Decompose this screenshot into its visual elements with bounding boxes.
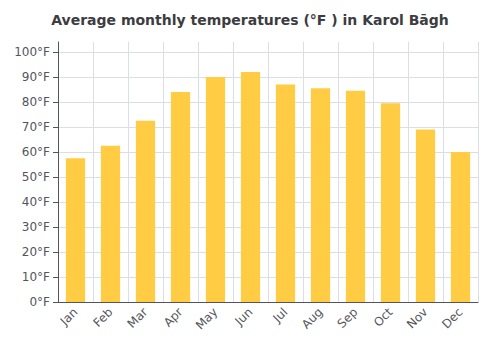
svg-text:Jan: Jan — [57, 305, 81, 329]
svg-text:80°F: 80°F — [22, 95, 50, 109]
svg-text:Sep: Sep — [335, 305, 361, 331]
svg-text:Jul: Jul — [270, 305, 291, 326]
svg-text:10°F: 10°F — [22, 270, 50, 284]
svg-text:Mar: Mar — [125, 305, 151, 331]
svg-text:Apr: Apr — [161, 305, 186, 330]
svg-text:40°F: 40°F — [22, 195, 50, 209]
svg-text:20°F: 20°F — [22, 245, 50, 259]
svg-text:Jun: Jun — [232, 305, 256, 329]
svg-text:Dec: Dec — [439, 305, 465, 331]
svg-text:100°F: 100°F — [14, 45, 50, 59]
svg-text:90°F: 90°F — [22, 70, 50, 84]
svg-text:Aug: Aug — [299, 305, 325, 331]
svg-text:Average monthly temperatures (: Average monthly temperatures (°F ) in Ka… — [51, 12, 449, 28]
svg-text:Oct: Oct — [371, 305, 396, 330]
svg-text:60°F: 60°F — [22, 145, 50, 159]
svg-text:Feb: Feb — [91, 305, 116, 330]
svg-text:70°F: 70°F — [22, 120, 50, 134]
svg-text:0°F: 0°F — [29, 295, 50, 309]
svg-text:30°F: 30°F — [22, 220, 50, 234]
svg-text:Nov: Nov — [404, 305, 430, 331]
svg-text:May: May — [193, 305, 220, 332]
svg-text:50°F: 50°F — [22, 170, 50, 184]
